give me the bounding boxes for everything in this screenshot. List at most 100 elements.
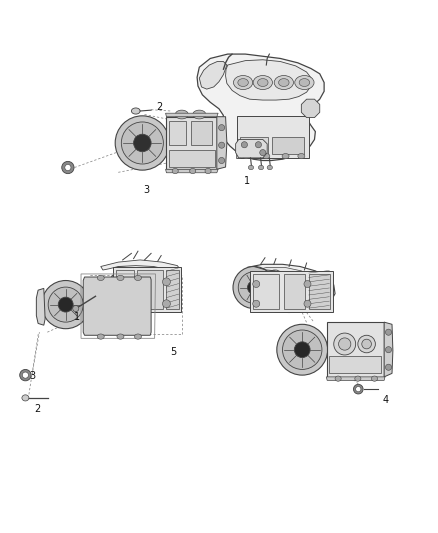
Ellipse shape (48, 287, 83, 322)
Ellipse shape (295, 76, 314, 90)
Ellipse shape (117, 334, 124, 339)
Bar (113, 266, 181, 312)
Ellipse shape (267, 165, 272, 169)
Ellipse shape (266, 270, 284, 287)
Ellipse shape (247, 281, 261, 294)
Polygon shape (226, 60, 312, 100)
Bar (92, 284, 145, 301)
Ellipse shape (97, 275, 104, 280)
Bar (169, 150, 215, 167)
Ellipse shape (97, 334, 104, 339)
Bar (327, 322, 384, 377)
Polygon shape (217, 117, 227, 169)
Ellipse shape (362, 339, 371, 349)
Bar (191, 121, 212, 145)
Ellipse shape (294, 342, 310, 358)
Polygon shape (101, 260, 180, 275)
Ellipse shape (115, 278, 123, 286)
Ellipse shape (282, 154, 289, 159)
Ellipse shape (358, 335, 375, 353)
Ellipse shape (101, 309, 115, 322)
Polygon shape (83, 277, 151, 335)
Polygon shape (243, 264, 335, 312)
Ellipse shape (22, 395, 29, 401)
Ellipse shape (371, 376, 378, 381)
Ellipse shape (219, 142, 225, 148)
Circle shape (20, 369, 31, 381)
Ellipse shape (335, 376, 341, 381)
Polygon shape (199, 61, 227, 89)
Ellipse shape (253, 300, 260, 307)
Ellipse shape (248, 165, 254, 169)
Bar (166, 270, 179, 310)
Polygon shape (104, 264, 180, 312)
Ellipse shape (122, 306, 141, 325)
Ellipse shape (283, 330, 322, 369)
Ellipse shape (190, 168, 196, 174)
Polygon shape (301, 99, 320, 118)
Ellipse shape (219, 125, 225, 131)
Polygon shape (36, 288, 45, 325)
Polygon shape (384, 322, 393, 377)
Polygon shape (116, 268, 174, 305)
Ellipse shape (334, 333, 356, 355)
Ellipse shape (287, 298, 296, 307)
Ellipse shape (172, 168, 178, 174)
Bar (253, 274, 279, 310)
Ellipse shape (233, 266, 275, 309)
Ellipse shape (355, 376, 361, 381)
Ellipse shape (385, 346, 392, 353)
Ellipse shape (299, 78, 310, 86)
Bar (309, 274, 330, 310)
Bar (240, 137, 268, 155)
Bar (169, 121, 186, 145)
Bar (272, 137, 304, 155)
Text: 1: 1 (74, 312, 80, 322)
Ellipse shape (233, 76, 253, 90)
Ellipse shape (258, 165, 264, 169)
Ellipse shape (241, 142, 247, 148)
Bar (237, 116, 309, 158)
Ellipse shape (193, 110, 206, 119)
Ellipse shape (298, 154, 305, 159)
Ellipse shape (260, 150, 266, 156)
Ellipse shape (162, 300, 170, 308)
Ellipse shape (279, 78, 289, 86)
Ellipse shape (339, 338, 351, 350)
Ellipse shape (134, 334, 141, 339)
Ellipse shape (162, 278, 170, 286)
Bar (90, 279, 149, 334)
Ellipse shape (131, 108, 140, 114)
Text: 1: 1 (244, 176, 251, 186)
Bar (116, 270, 134, 310)
Polygon shape (236, 140, 267, 158)
Ellipse shape (134, 275, 141, 280)
Polygon shape (236, 152, 240, 158)
Ellipse shape (283, 295, 299, 310)
Circle shape (22, 372, 28, 378)
Text: 3: 3 (144, 185, 150, 195)
Ellipse shape (385, 329, 392, 335)
Text: 3: 3 (30, 371, 36, 381)
Ellipse shape (96, 303, 120, 328)
Ellipse shape (255, 142, 261, 148)
Ellipse shape (73, 305, 79, 312)
Ellipse shape (58, 297, 73, 312)
Circle shape (62, 161, 74, 174)
Ellipse shape (136, 289, 144, 297)
Text: 2: 2 (34, 404, 40, 414)
Ellipse shape (121, 122, 163, 164)
Ellipse shape (253, 280, 260, 287)
Text: 2: 2 (157, 102, 163, 111)
Text: 4: 4 (382, 395, 389, 405)
Ellipse shape (304, 280, 311, 287)
Ellipse shape (263, 154, 270, 159)
Ellipse shape (270, 273, 280, 284)
Ellipse shape (134, 134, 151, 152)
Ellipse shape (253, 76, 272, 90)
Polygon shape (326, 377, 385, 381)
Polygon shape (166, 113, 218, 117)
Ellipse shape (117, 275, 124, 280)
Ellipse shape (304, 300, 311, 307)
Ellipse shape (126, 310, 137, 321)
